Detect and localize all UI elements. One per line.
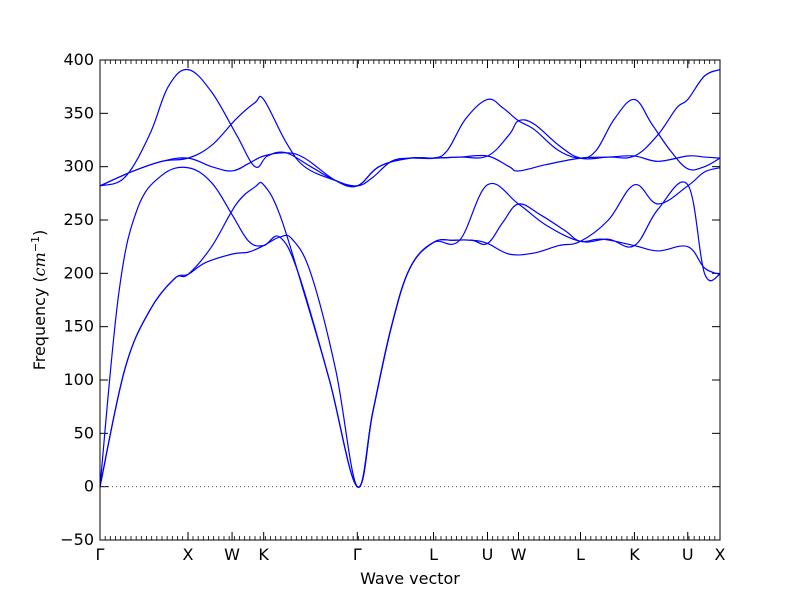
plot-border	[99, 59, 721, 541]
x-tick-label: U	[682, 545, 694, 564]
x-tick-label: Γ	[96, 545, 105, 564]
y-tick-label: 250	[63, 210, 94, 229]
y-tick-label: 150	[63, 317, 94, 336]
x-axis-label: Wave vector	[360, 569, 460, 588]
y-tick-label: 50	[74, 423, 94, 442]
x-tick-label: W	[224, 545, 240, 564]
y-tick-label: 0	[84, 477, 94, 496]
x-tick-label: W	[511, 545, 527, 564]
y-tick-label: 350	[63, 103, 94, 122]
axis-ticks	[99, 59, 721, 541]
x-tick-label: X	[183, 545, 194, 564]
y-tick-label: 200	[63, 263, 94, 282]
band-lines	[99, 68, 721, 488]
x-tick-label: X	[715, 545, 726, 564]
plot-area	[100, 60, 720, 540]
x-tick-label: U	[482, 545, 494, 564]
x-tick-label: L	[576, 545, 585, 564]
y-tick-label: 100	[63, 370, 94, 389]
x-tick-label: K	[258, 545, 269, 564]
y-tick-label: 300	[63, 157, 94, 176]
x-tick-label: Γ	[353, 545, 362, 564]
plot-background	[100, 60, 720, 540]
plot-frame	[99, 59, 721, 541]
x-tick-label: L	[429, 545, 438, 564]
y-axis-label: Frequency (cm−1)	[29, 230, 50, 371]
y-tick-label: −50	[60, 530, 94, 549]
band-line-6	[99, 181, 721, 488]
band-line-3	[99, 119, 721, 188]
x-tick-label: K	[629, 545, 640, 564]
y-tick-label: 400	[63, 50, 94, 69]
